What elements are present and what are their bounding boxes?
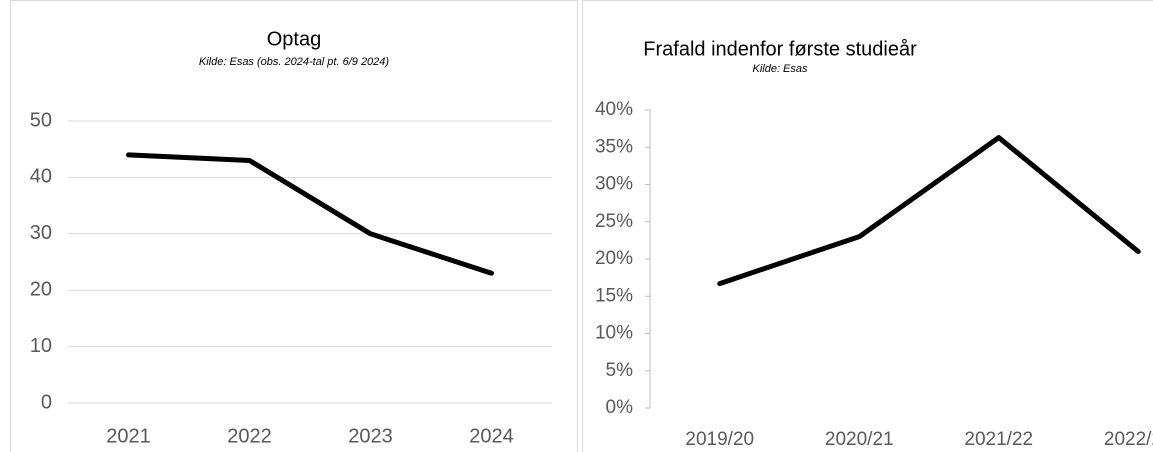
y-tick-label: 10 xyxy=(30,335,52,357)
chart-subtitle: Kilde: Esas xyxy=(752,63,808,75)
y-tick-label: 50 xyxy=(30,109,52,131)
panel xyxy=(582,0,1153,452)
y-tick-label: 30 xyxy=(30,222,52,244)
panel xyxy=(10,0,578,452)
x-tick-label: 2019/20 xyxy=(685,429,754,450)
chart-title: Frafald indenfor første studieår xyxy=(643,38,917,60)
y-tick-label: 15% xyxy=(595,285,633,306)
y-tick-label: 5% xyxy=(606,360,634,381)
line-series xyxy=(126,152,494,276)
y-tick-label: 20% xyxy=(595,248,633,269)
x-tick-label: 2021/22 xyxy=(964,429,1033,450)
x-tick-label: 2022/23 xyxy=(1104,429,1153,450)
x-tick-label: 2021 xyxy=(106,425,151,447)
y-tick-label: 40 xyxy=(30,166,52,188)
line-series xyxy=(717,135,1141,287)
y-tick-label: 40% xyxy=(595,99,633,120)
y-tick-label: 25% xyxy=(595,211,633,232)
x-tick-label: 2024 xyxy=(469,425,514,447)
y-tick-label: 30% xyxy=(595,174,633,195)
x-tick-label: 2022 xyxy=(227,425,272,447)
y-tick-label: 20 xyxy=(30,278,52,300)
x-tick-label: 2023 xyxy=(348,425,393,447)
y-tick-label: 0 xyxy=(41,391,52,413)
y-tick-label: 35% xyxy=(595,136,633,157)
y-tick-label: 0% xyxy=(606,397,634,418)
chart-subtitle: Kilde: Esas (obs. 2024-tal pt. 6/9 2024) xyxy=(199,56,390,68)
x-tick-label: 2020/21 xyxy=(825,429,894,450)
y-tick-label: 10% xyxy=(595,323,633,344)
chart-title: Optag xyxy=(267,28,321,50)
